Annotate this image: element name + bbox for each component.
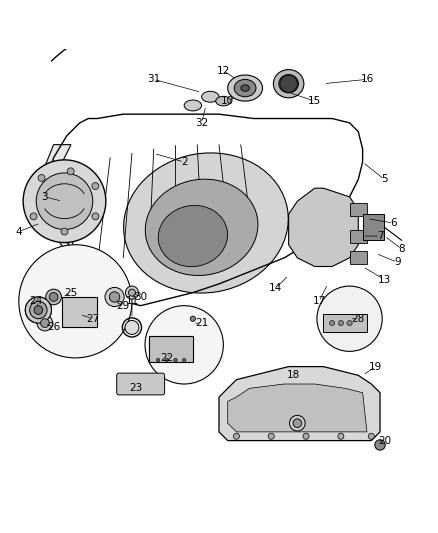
Text: 15: 15 [308, 96, 321, 106]
Text: 11: 11 [125, 296, 138, 306]
Circle shape [105, 287, 124, 306]
Ellipse shape [124, 153, 288, 293]
Text: 10: 10 [221, 96, 234, 106]
Text: 12: 12 [217, 66, 230, 76]
Text: 8: 8 [399, 244, 405, 254]
Circle shape [317, 286, 382, 351]
Circle shape [46, 289, 61, 305]
Bar [363, 214, 385, 240]
Circle shape [38, 174, 45, 181]
Circle shape [375, 440, 385, 450]
Ellipse shape [273, 70, 304, 98]
Ellipse shape [158, 205, 228, 266]
Text: 3: 3 [42, 192, 48, 202]
Text: 7: 7 [377, 231, 383, 241]
Text: 17: 17 [312, 296, 326, 306]
Text: 32: 32 [195, 118, 208, 128]
Circle shape [92, 213, 99, 220]
Ellipse shape [145, 179, 258, 276]
Text: 26: 26 [47, 322, 60, 333]
Text: 30: 30 [134, 292, 147, 302]
Text: 16: 16 [360, 75, 374, 84]
Circle shape [128, 289, 135, 296]
Circle shape [92, 183, 99, 190]
Ellipse shape [216, 96, 231, 106]
Text: 23: 23 [130, 383, 143, 393]
Circle shape [165, 358, 169, 362]
Text: 24: 24 [30, 296, 43, 306]
Polygon shape [228, 384, 367, 432]
Ellipse shape [241, 85, 250, 91]
Text: 21: 21 [195, 318, 208, 328]
Ellipse shape [234, 79, 256, 97]
Text: 5: 5 [381, 174, 388, 184]
Text: 28: 28 [352, 314, 365, 324]
Circle shape [36, 173, 93, 230]
Circle shape [183, 358, 186, 362]
Circle shape [25, 297, 51, 323]
Bar [149, 336, 193, 362]
Circle shape [303, 433, 309, 439]
Circle shape [145, 305, 223, 384]
Ellipse shape [201, 91, 219, 102]
Bar [350, 230, 367, 243]
Circle shape [368, 433, 374, 439]
Text: 22: 22 [160, 353, 173, 363]
Text: 14: 14 [269, 283, 282, 293]
Ellipse shape [228, 75, 262, 101]
Circle shape [156, 358, 160, 362]
Bar [350, 251, 367, 264]
Text: 20: 20 [378, 435, 391, 446]
Circle shape [290, 415, 305, 431]
Circle shape [30, 301, 47, 319]
Circle shape [19, 245, 132, 358]
Circle shape [293, 419, 302, 427]
Circle shape [23, 160, 106, 243]
Text: 4: 4 [15, 227, 22, 237]
Polygon shape [41, 144, 88, 275]
Text: 9: 9 [394, 257, 401, 267]
Polygon shape [219, 367, 380, 441]
Text: 29: 29 [117, 301, 130, 311]
Text: 2: 2 [181, 157, 187, 167]
Bar [350, 204, 367, 216]
Circle shape [30, 213, 37, 220]
Circle shape [61, 228, 68, 235]
Bar [62, 297, 97, 327]
Bar [323, 314, 367, 332]
Circle shape [125, 286, 138, 299]
Circle shape [30, 301, 47, 319]
Circle shape [268, 433, 274, 439]
Text: 27: 27 [86, 314, 99, 324]
Ellipse shape [279, 75, 298, 93]
Ellipse shape [184, 100, 201, 111]
Circle shape [37, 315, 53, 331]
Text: 13: 13 [378, 274, 391, 285]
Circle shape [25, 297, 51, 323]
Circle shape [125, 320, 139, 334]
Circle shape [280, 75, 297, 92]
Circle shape [67, 168, 74, 175]
Circle shape [110, 292, 120, 302]
Circle shape [174, 358, 177, 362]
Circle shape [41, 319, 49, 327]
Text: 25: 25 [64, 288, 78, 297]
Text: 31: 31 [147, 75, 160, 84]
Circle shape [329, 320, 335, 326]
Text: 19: 19 [369, 361, 382, 372]
Circle shape [34, 305, 43, 314]
Polygon shape [289, 188, 358, 266]
Circle shape [49, 293, 58, 301]
Circle shape [338, 320, 343, 326]
Circle shape [347, 320, 352, 326]
Circle shape [338, 433, 344, 439]
Circle shape [190, 316, 195, 321]
Text: 6: 6 [390, 218, 396, 228]
FancyBboxPatch shape [117, 373, 165, 395]
Circle shape [233, 433, 240, 439]
Text: 18: 18 [286, 370, 300, 381]
Circle shape [34, 305, 43, 314]
